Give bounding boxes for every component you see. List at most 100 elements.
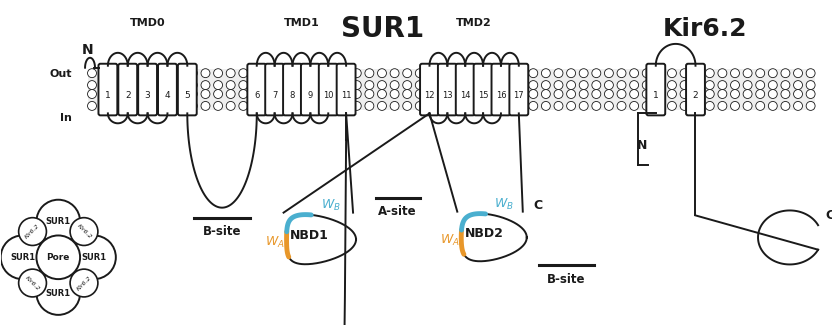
Circle shape [113,81,121,90]
FancyBboxPatch shape [158,64,177,115]
Circle shape [718,81,727,90]
Circle shape [201,81,210,90]
Text: Kir6.2: Kir6.2 [76,275,92,291]
Text: A-site: A-site [379,205,417,218]
Text: Kir6.2: Kir6.2 [76,223,92,240]
Circle shape [655,81,664,90]
Circle shape [567,90,576,98]
Circle shape [226,81,235,90]
Circle shape [768,69,777,78]
Circle shape [592,101,601,111]
Circle shape [743,90,752,98]
Circle shape [630,81,639,90]
Text: N: N [82,43,94,57]
Circle shape [579,81,588,90]
Circle shape [138,81,147,90]
Circle shape [214,101,222,111]
FancyBboxPatch shape [98,64,117,115]
Circle shape [794,90,803,98]
Circle shape [529,81,537,90]
Circle shape [87,69,97,78]
Circle shape [794,69,803,78]
FancyBboxPatch shape [337,64,355,115]
Text: Pore: Pore [47,253,70,262]
Circle shape [188,90,197,98]
Circle shape [126,101,134,111]
Circle shape [277,69,285,78]
Circle shape [214,69,222,78]
Circle shape [277,90,285,98]
Circle shape [176,81,185,90]
Circle shape [352,69,361,78]
Circle shape [667,69,676,78]
Circle shape [378,101,386,111]
Circle shape [18,218,47,245]
Circle shape [188,81,197,90]
Circle shape [201,69,210,78]
FancyBboxPatch shape [492,64,510,115]
Text: 2: 2 [693,91,698,100]
FancyBboxPatch shape [509,64,528,115]
Circle shape [239,81,248,90]
Circle shape [403,101,412,111]
Circle shape [314,90,324,98]
Circle shape [781,90,790,98]
Circle shape [226,69,235,78]
FancyBboxPatch shape [138,64,157,115]
Circle shape [604,90,613,98]
Circle shape [706,90,714,98]
Circle shape [693,101,701,111]
Circle shape [390,101,399,111]
FancyBboxPatch shape [178,64,196,115]
Circle shape [542,90,550,98]
Circle shape [113,90,121,98]
Circle shape [302,81,311,90]
Circle shape [516,101,525,111]
Circle shape [542,81,550,90]
Circle shape [743,69,752,78]
Circle shape [327,101,336,111]
Circle shape [630,69,639,78]
Circle shape [37,200,80,244]
Circle shape [100,101,109,111]
Circle shape [491,90,500,98]
Circle shape [516,69,525,78]
Circle shape [188,101,197,111]
Circle shape [390,81,399,90]
Circle shape [352,90,361,98]
Circle shape [491,81,500,90]
Text: $W_B$: $W_B$ [321,198,341,213]
Circle shape [567,69,576,78]
FancyBboxPatch shape [265,64,284,115]
Circle shape [693,69,701,78]
Circle shape [617,90,626,98]
Circle shape [251,69,260,78]
Text: B-site: B-site [547,273,586,286]
Circle shape [70,218,98,245]
FancyBboxPatch shape [438,64,457,115]
Circle shape [718,90,727,98]
Circle shape [176,90,185,98]
Circle shape [87,81,97,90]
Circle shape [554,101,563,111]
Circle shape [378,81,386,90]
Text: C: C [533,199,542,212]
Circle shape [403,81,412,90]
Circle shape [529,69,537,78]
Text: NBD2: NBD2 [464,227,503,240]
Circle shape [655,90,664,98]
Text: Kir6.2: Kir6.2 [24,275,41,291]
Text: 8: 8 [290,91,295,100]
Circle shape [100,90,109,98]
Circle shape [1,235,44,279]
Circle shape [781,81,790,90]
Circle shape [415,90,424,98]
FancyBboxPatch shape [686,64,705,115]
Circle shape [18,269,47,297]
Circle shape [302,101,311,111]
Circle shape [100,69,109,78]
Circle shape [441,81,449,90]
Circle shape [415,81,424,90]
Circle shape [478,90,488,98]
Circle shape [37,271,80,315]
